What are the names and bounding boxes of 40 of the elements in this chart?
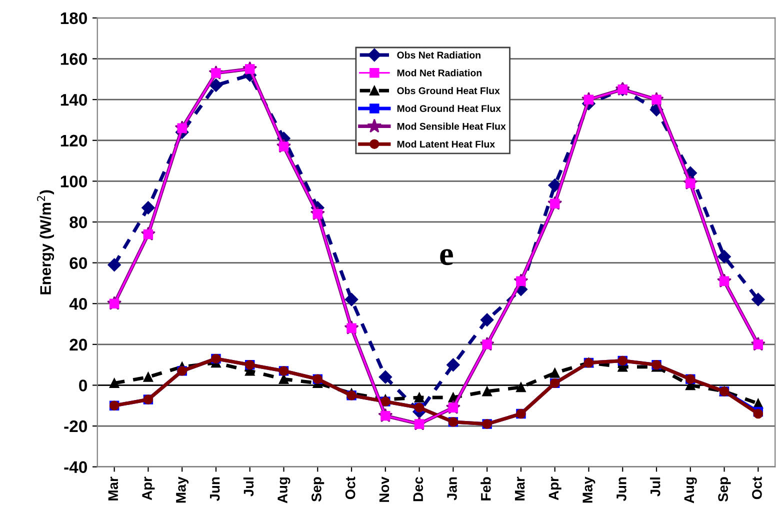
x-tick-label: Dec — [413, 476, 424, 502]
y-tick-label: 0 — [79, 380, 87, 392]
y-tick-label: -20 — [64, 420, 87, 432]
x-tick-label: May — [582, 476, 596, 503]
y-tick-label: 140 — [60, 94, 87, 106]
y-tick-label: -40 — [64, 461, 87, 474]
x-tick-label: Feb — [480, 477, 491, 500]
y-tick-label: 60 — [70, 257, 87, 269]
legend-label: Mod Latent Heat Flux — [397, 140, 495, 148]
legend-label: Mod Ground Heat Flux — [397, 104, 501, 112]
y-tick-label: 160 — [60, 53, 87, 65]
x-tick-label: Mar — [514, 476, 525, 500]
legend-label: Obs Net Radiation — [397, 51, 480, 59]
x-tick-label: Oct — [345, 476, 356, 500]
x-tick-label: Apr — [548, 476, 562, 500]
x-tick-label: Jul — [650, 478, 660, 496]
y-tick-label: 180 — [60, 12, 87, 24]
legend-label: Mod Net Radiation — [397, 69, 482, 76]
x-tick-label: Mar — [108, 476, 118, 500]
y-tick-label: 100 — [60, 176, 87, 188]
x-tick-label: Nov — [379, 476, 390, 502]
x-tick-label: Jul — [243, 478, 254, 496]
x-tick-label: May — [176, 476, 189, 503]
y-axis-title: Energy (W/m$^{2}$) — [37, 190, 54, 294]
annotation: e — [440, 249, 453, 266]
x-tick-label: Sep — [718, 477, 731, 502]
y-tick-label: 80 — [70, 216, 87, 228]
y-tick-label: 20 — [70, 338, 87, 351]
x-tick-label: Aug — [278, 477, 290, 504]
legend-label: Mod Sensible Heat Flux — [397, 122, 506, 130]
y-tick-label: 40 — [69, 298, 87, 310]
x-tick-label: Jun — [210, 477, 220, 502]
legend-label: Obs Ground Heat Flux — [397, 87, 500, 94]
x-tick-label: Jan — [447, 477, 457, 500]
y-tick-label: 120 — [60, 134, 87, 147]
x-tick-label: Jun — [616, 477, 626, 502]
x-tick-label: Aug — [684, 477, 697, 504]
x-tick-label: Apr — [142, 476, 155, 500]
x-tick-label: Sep — [312, 477, 324, 502]
x-tick-label: Oct — [752, 476, 762, 500]
